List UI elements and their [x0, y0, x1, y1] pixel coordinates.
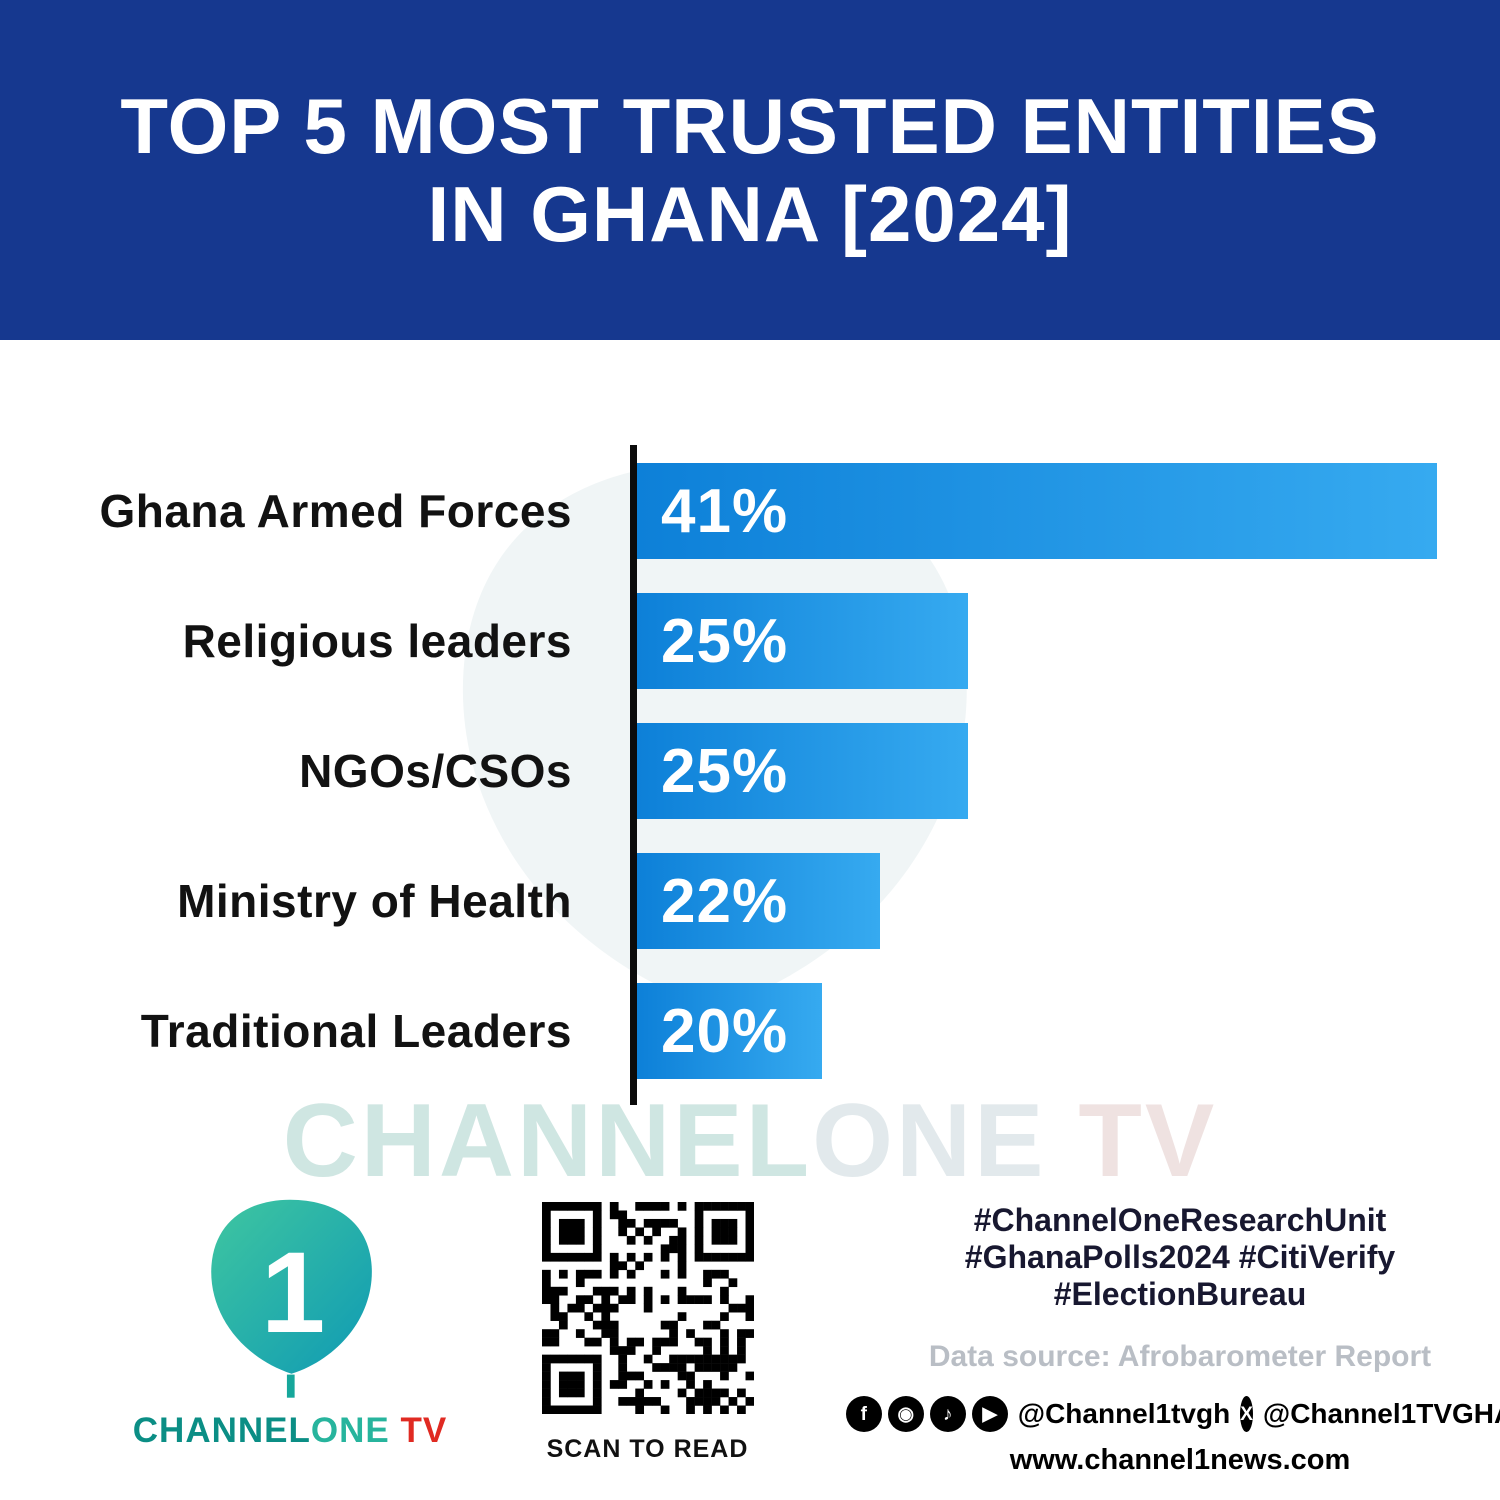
facebook-icon: f: [845, 1396, 882, 1433]
bar-value-label: 20%: [661, 996, 789, 1066]
watermark-part-3: TV: [1078, 1083, 1218, 1199]
category-label: Religious leaders: [182, 615, 572, 667]
logo-text-one: ONE: [310, 1411, 390, 1450]
bar-value-label: 41%: [661, 476, 789, 546]
footer: 1 CHANNELONE TV SCAN TO READ #ChannelOne…: [0, 1180, 1500, 1500]
chart-row: Traditional Leaders 20%: [0, 983, 1500, 1079]
bar-value-label: 22%: [661, 866, 789, 936]
hashtag-line-3: #ElectionBureau: [1053, 1275, 1307, 1312]
bar-chart: Ghana Armed Forces 41% Religious leaders 25…: [0, 445, 1500, 1105]
channel-one-logo-block: 1 CHANNELONE TV: [130, 1192, 450, 1451]
chart-rows: Ghana Armed Forces 41% Religious leaders 25…: [0, 463, 1500, 1079]
category-label: Ministry of Health: [177, 875, 572, 927]
logo-text-channel: CHANNEL: [132, 1411, 311, 1450]
qr-caption: SCAN TO READ: [546, 1435, 749, 1463]
watermark-part-1: CHANNEL: [282, 1083, 813, 1199]
bar: 20%: [637, 983, 822, 1079]
website-url: www.channel1news.com: [1009, 1444, 1351, 1477]
qr-block: SCAN TO READ: [540, 1202, 755, 1464]
bar-value-label: 25%: [661, 606, 789, 676]
bar-area: 20%: [600, 983, 1500, 1079]
instagram-icon: ◉: [887, 1396, 924, 1433]
channel-one-logo-icon: 1: [211, 1199, 372, 1398]
category-label: NGOs/CSOs: [299, 745, 572, 797]
header-banner: TOP 5 MOST TRUSTED ENTITIES IN GHANA [20…: [0, 0, 1500, 340]
social-handle-2: @Channel1TVGHA: [1262, 1398, 1500, 1430]
social-row: f ◉ ♪ ▶ @Channel1tvgh X @Channel1TVGHA: [845, 1396, 1500, 1433]
hashtag-line-2: #GhanaPolls2024 #CitiVerify: [964, 1238, 1396, 1275]
bar-area: 41%: [600, 463, 1500, 559]
page-title-line-1: TOP 5 MOST TRUSTED ENTITIES: [120, 81, 1380, 170]
tiktok-icon: ♪: [929, 1396, 966, 1433]
data-source-label: Data source: Afrobarometer Report: [928, 1340, 1432, 1374]
page-title-line-2: IN GHANA [2024]: [427, 170, 1073, 258]
hashtag-line-1: #ChannelOneResearchUnit: [973, 1202, 1387, 1238]
channel-one-logo-text: CHANNELONE TV: [130, 1411, 450, 1451]
category-label: Traditional Leaders: [140, 1005, 572, 1057]
bar: 41%: [637, 463, 1437, 559]
social-icon-group: f ◉ ♪ ▶: [845, 1396, 1008, 1433]
youtube-icon: ▶: [971, 1396, 1008, 1433]
bar-area: 25%: [600, 593, 1500, 689]
logo-numeral: 1: [261, 1228, 325, 1357]
x-icon-glyph: X: [1240, 1403, 1253, 1425]
chart-axis-line: [630, 445, 637, 1105]
chart-row: Ministry of Health 22%: [0, 853, 1500, 949]
x-icon: X: [1240, 1396, 1253, 1433]
social-handle-1: @Channel1tvgh: [1017, 1398, 1231, 1430]
channel-one-watermark: CHANNELONE TV: [0, 1082, 1500, 1201]
bar-area: 22%: [600, 853, 1500, 949]
logo-text-tv: TV: [389, 1411, 448, 1450]
bar-area: 25%: [600, 723, 1500, 819]
qr-code: [541, 1202, 754, 1415]
bar-value-label: 25%: [661, 736, 789, 806]
chart-row: NGOs/CSOs 25%: [0, 723, 1500, 819]
chart-row: Ghana Armed Forces 41%: [0, 463, 1500, 559]
chart-row: Religious leaders 25%: [0, 593, 1500, 689]
footer-right-block: #ChannelOneResearchUnit #GhanaPolls2024 …: [845, 1202, 1500, 1477]
bar: 25%: [637, 593, 968, 689]
watermark-part-2: ONE: [812, 1083, 1079, 1199]
bar: 22%: [637, 853, 880, 949]
category-label: Ghana Armed Forces: [99, 485, 572, 537]
bar: 25%: [637, 723, 968, 819]
